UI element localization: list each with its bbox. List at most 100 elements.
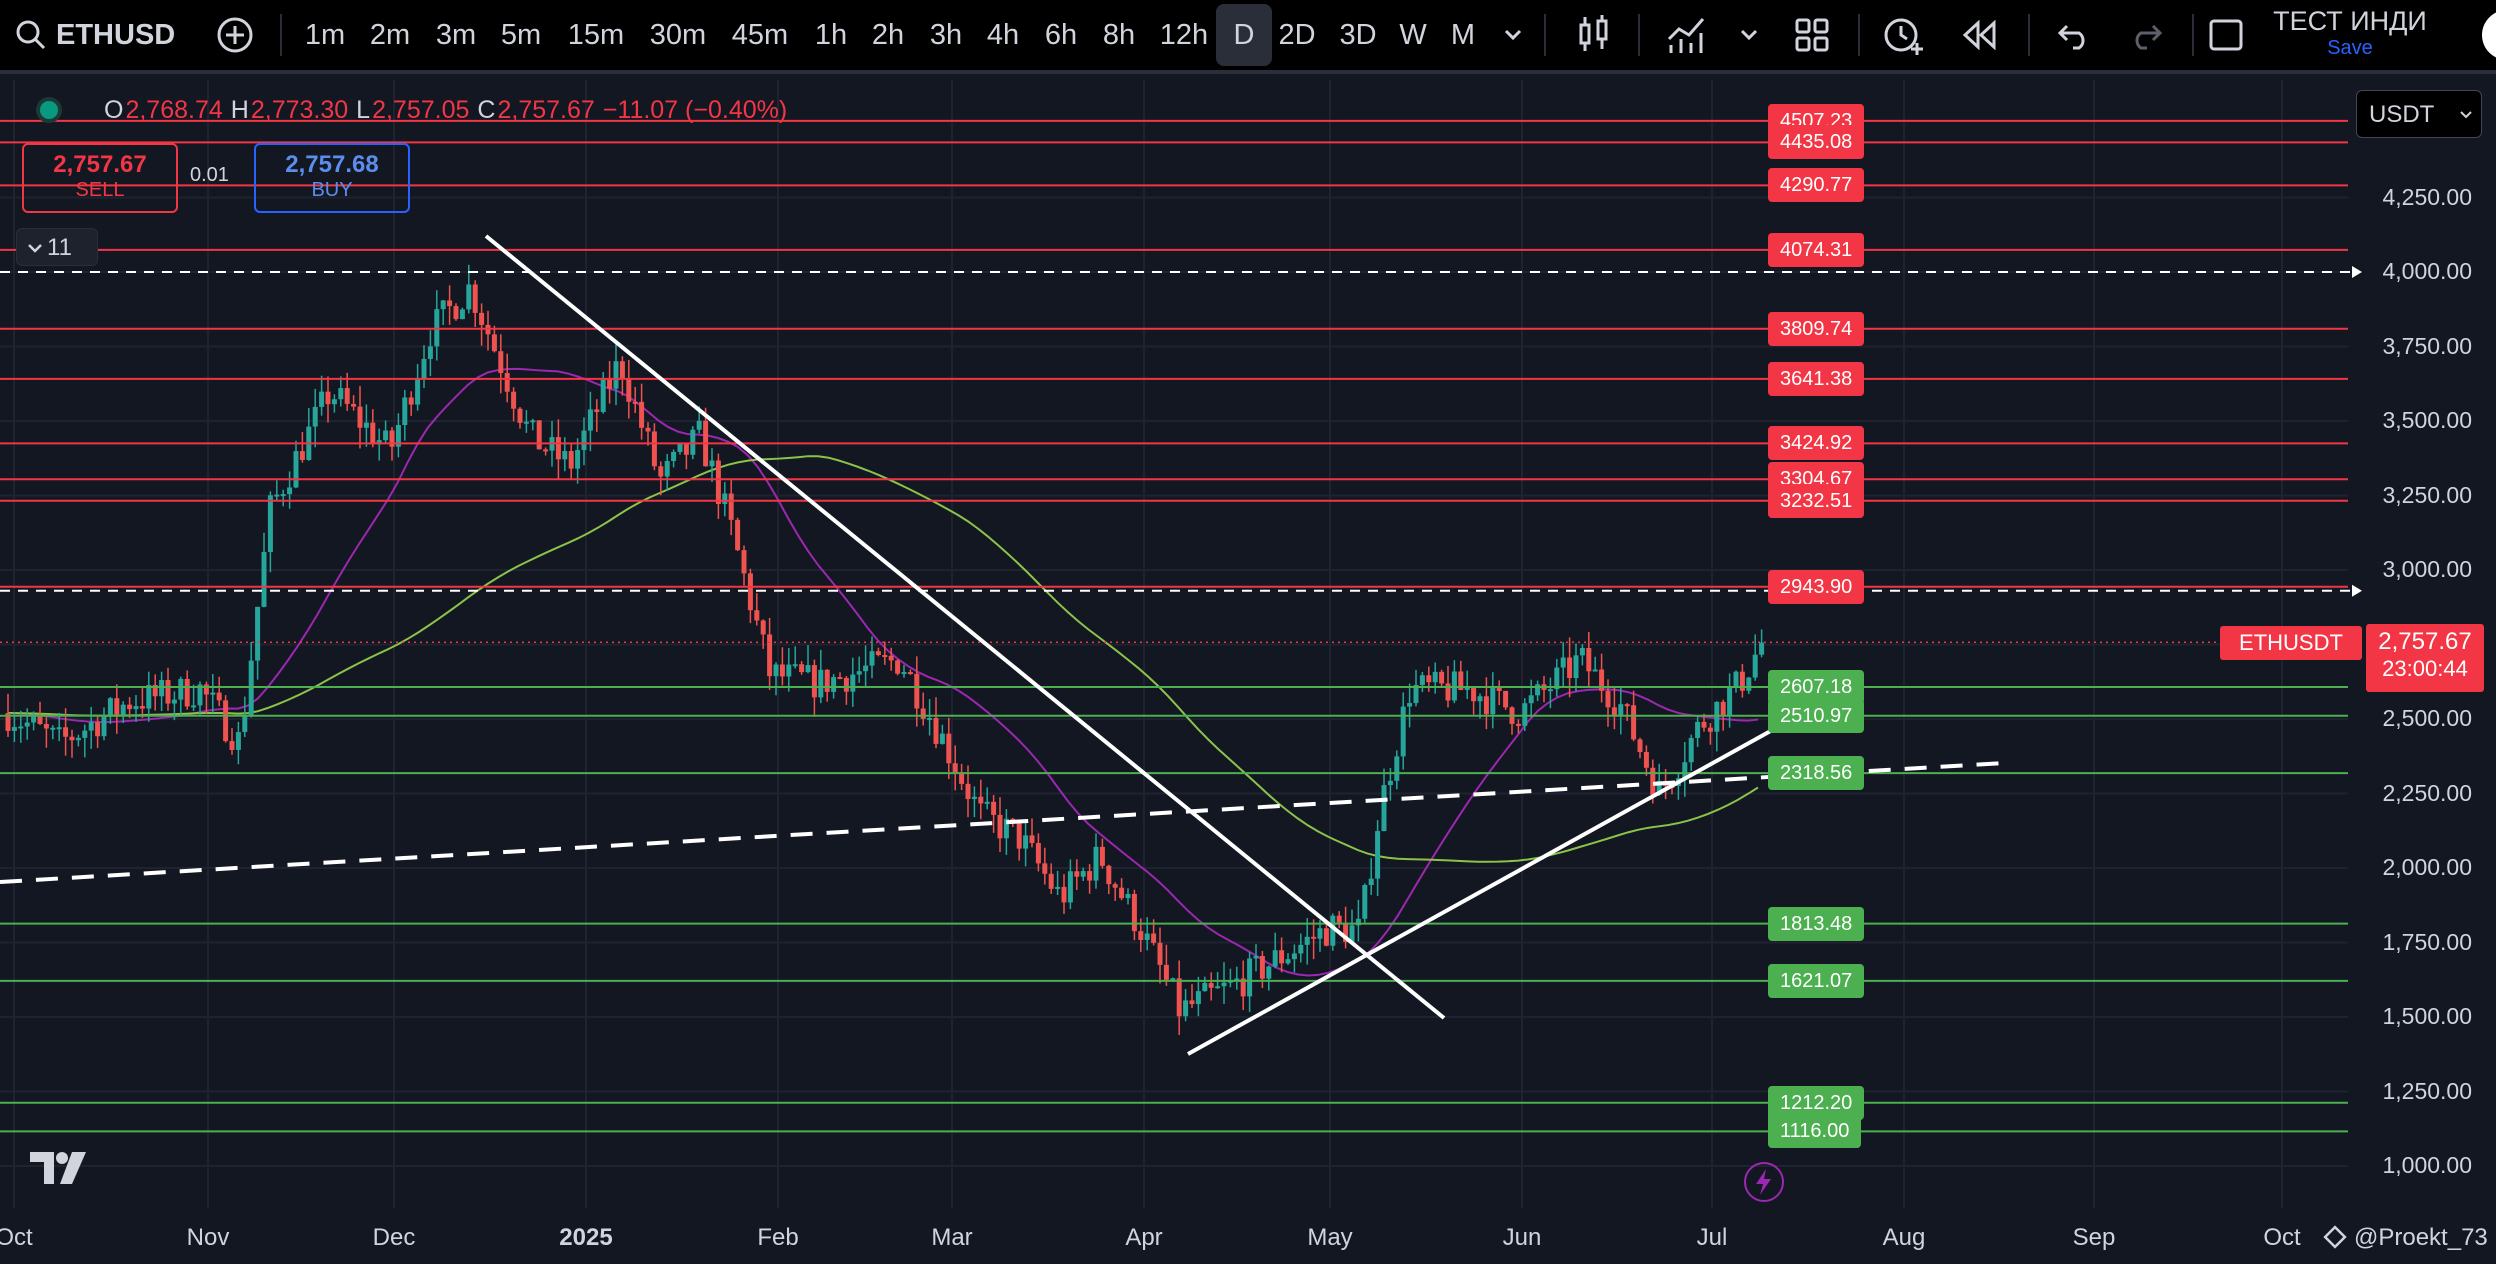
interval-45m[interactable]: 45m	[731, 18, 789, 51]
interval-d[interactable]: D	[1216, 4, 1272, 66]
candle-body	[210, 692, 216, 695]
interval-dropdown[interactable]	[1495, 0, 1531, 70]
interval-3h[interactable]: 3h	[929, 18, 963, 51]
candle-body	[927, 718, 933, 721]
candle-body	[1195, 991, 1201, 1005]
ascending-trendline[interactable]	[1187, 726, 1777, 1056]
candle-body	[1323, 928, 1329, 946]
interval-3d[interactable]: 3D	[1339, 18, 1377, 51]
candle-body	[1503, 690, 1509, 708]
candle-body	[331, 399, 337, 405]
resistance-level-tag[interactable]: 3232.51	[1768, 483, 1865, 518]
candle-body	[274, 494, 280, 497]
price-chart[interactable]	[0, 74, 2496, 1264]
support-level-tag[interactable]: 2318.56	[1768, 756, 1865, 791]
grid-layout-icon	[1795, 18, 1829, 52]
support-level-tag[interactable]: 1621.07	[1768, 963, 1865, 998]
interval-12h[interactable]: 12h	[1159, 18, 1209, 51]
last-price-symbol-tag: ETHUSDT	[2220, 626, 2362, 660]
candle-body	[1759, 642, 1765, 655]
candle-body	[594, 409, 600, 413]
candle-body	[1515, 723, 1521, 726]
candles-icon	[1579, 15, 1608, 51]
publish-button[interactable]: Pu	[2482, 10, 2496, 60]
interval-m[interactable]: M	[1450, 18, 1476, 51]
candle-body	[421, 358, 427, 380]
redo-button[interactable]	[2126, 0, 2166, 70]
resistance-level-tag[interactable]: 3809.74	[1768, 311, 1865, 346]
interval-2d[interactable]: 2D	[1278, 18, 1316, 51]
interval-6h[interactable]: 6h	[1044, 18, 1078, 51]
support-level-tag[interactable]: 2607.18	[1768, 670, 1865, 705]
candle-body	[1714, 701, 1720, 732]
price-axis-label: 4,000.00	[2382, 258, 2472, 284]
chart-area[interactable]	[0, 74, 2496, 1264]
buy-button[interactable]: 2,757.68 BUY	[254, 143, 410, 213]
interval-8h[interactable]: 8h	[1102, 18, 1136, 51]
candle-body	[1221, 982, 1227, 987]
resistance-level-tag[interactable]: 2943.90	[1768, 569, 1865, 604]
support-level-tag[interactable]: 1212.20	[1768, 1085, 1865, 1120]
candle-body	[101, 716, 107, 737]
candle-body	[1317, 928, 1323, 939]
chart-type-button[interactable]	[1576, 0, 1612, 70]
dashed-trendline[interactable]	[0, 761, 2005, 884]
interval-4h[interactable]: 4h	[986, 18, 1020, 51]
symbol-search[interactable]: ETHUSD	[14, 0, 184, 70]
interval-30m[interactable]: 30m	[649, 18, 707, 51]
candle-body	[1131, 893, 1137, 932]
indicators-collapse-toggle[interactable]: 11	[16, 228, 98, 266]
candle-body	[1554, 667, 1560, 690]
compare-add-button[interactable]	[212, 0, 258, 70]
candle-body	[1439, 671, 1445, 684]
resistance-level-tag[interactable]: 4290.77	[1768, 168, 1865, 203]
candle-body	[75, 737, 81, 741]
indicators-dropdown[interactable]	[1734, 0, 1764, 70]
time-axis-label: Feb	[757, 1224, 799, 1251]
layout-save-group[interactable]: ТЕСТ ИНДИ Save	[2268, 6, 2432, 66]
save-label[interactable]: Save	[2327, 37, 2373, 59]
interval-1m[interactable]: 1m	[304, 18, 346, 51]
layout-button[interactable]	[1792, 0, 1832, 70]
resistance-level-tag[interactable]: 4435.08	[1768, 125, 1865, 160]
candle-body	[626, 379, 632, 402]
event-marker[interactable]	[1744, 1162, 1784, 1202]
market-status-dot[interactable]	[40, 101, 58, 119]
tradingview-logo-icon[interactable]	[28, 1148, 92, 1188]
interval-5m[interactable]: 5m	[500, 18, 542, 51]
interval-2m[interactable]: 2m	[369, 18, 411, 51]
candle-body	[1298, 944, 1304, 954]
candle-body	[255, 606, 261, 661]
sell-button[interactable]: 2,757.67 SELL	[22, 143, 178, 213]
alert-button[interactable]	[1880, 0, 1926, 70]
support-level-tag[interactable]: 1116.00	[1768, 1114, 1862, 1149]
fullscreen-button[interactable]	[2206, 0, 2246, 70]
candle-body	[1477, 696, 1483, 702]
resistance-level-tag[interactable]: 3641.38	[1768, 361, 1865, 396]
currency-select[interactable]: USDT	[2356, 90, 2482, 138]
candle-body	[139, 706, 145, 709]
candle-body	[767, 634, 773, 677]
interval-3m[interactable]: 3m	[435, 18, 477, 51]
alarm-clock-add-icon	[1884, 18, 1923, 55]
candle-body	[952, 763, 958, 774]
candle-body	[728, 493, 734, 520]
resistance-level-tag[interactable]: 3424.92	[1768, 426, 1865, 461]
candle-body	[11, 727, 17, 731]
candle-body	[1157, 942, 1163, 965]
interval-w[interactable]: W	[1399, 18, 1427, 51]
interval-15m[interactable]: 15m	[567, 18, 625, 51]
descending-trendline[interactable]	[484, 234, 1446, 1020]
indicators-button[interactable]	[1664, 0, 1708, 70]
interval-2h[interactable]: 2h	[871, 18, 905, 51]
undo-button[interactable]	[2054, 0, 2094, 70]
support-level-tag[interactable]: 1813.48	[1768, 906, 1865, 941]
replay-button[interactable]	[1960, 0, 2000, 70]
resistance-level-tag[interactable]: 4074.31	[1768, 232, 1865, 267]
candle-body	[1426, 675, 1432, 683]
support-level-tag[interactable]: 2510.97	[1768, 698, 1865, 733]
candle-body	[1035, 843, 1041, 864]
interval-1h[interactable]: 1h	[814, 18, 848, 51]
candle-body	[850, 674, 856, 692]
candle-body	[88, 722, 94, 731]
